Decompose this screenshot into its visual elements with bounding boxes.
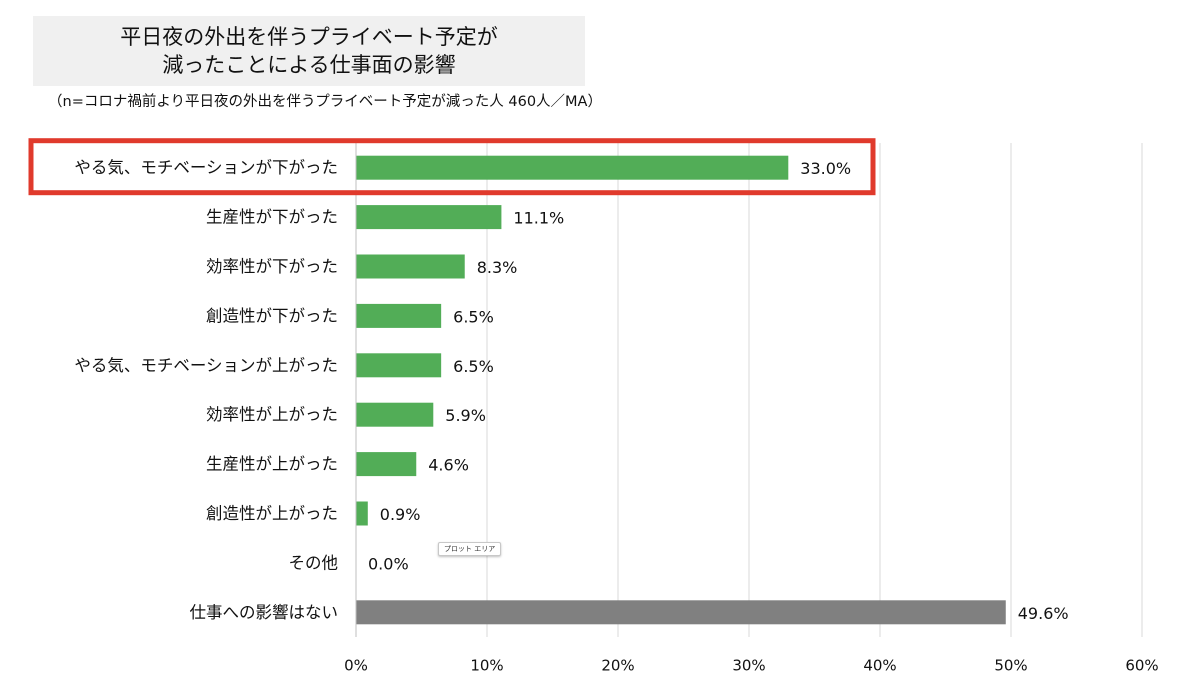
category-label-7: 創造性が上がった bbox=[206, 504, 338, 523]
bar-1[interactable] bbox=[356, 205, 502, 230]
category-label-4: やる気、モチベーションが上がった bbox=[74, 356, 338, 375]
value-label-3: 6.5% bbox=[453, 307, 494, 326]
chart-title-line-1: 平日夜の外出を伴うプライベート予定が bbox=[120, 25, 498, 49]
category-label-9: 仕事への影響はない bbox=[190, 603, 339, 622]
category-label-0: やる気、モチベーションが下がった bbox=[74, 158, 338, 177]
x-tick-label-1: 10% bbox=[470, 657, 503, 675]
chart-title-box: 平日夜の外出を伴うプライベート予定が 減ったことによる仕事面の影響 bbox=[33, 16, 585, 86]
category-label-2: 効率性が下がった bbox=[206, 257, 338, 276]
bar-0[interactable] bbox=[356, 155, 789, 180]
value-label-6: 4.6% bbox=[428, 456, 469, 475]
value-label-2: 8.3% bbox=[477, 258, 518, 277]
category-label-5: 効率性が上がった bbox=[206, 405, 338, 424]
value-label-8: 0.0% bbox=[368, 554, 409, 573]
chart-title-line-2: 減ったことによる仕事面の影響 bbox=[162, 53, 456, 77]
bar-5[interactable] bbox=[356, 402, 434, 427]
bar-9[interactable] bbox=[356, 600, 1006, 625]
value-label-0: 33.0% bbox=[800, 159, 851, 178]
x-tick-label-4: 40% bbox=[863, 657, 896, 675]
value-label-5: 5.9% bbox=[445, 406, 486, 425]
value-label-9: 49.6% bbox=[1018, 604, 1069, 623]
chart-subtitle: （n=コロナ禍前より平日夜の外出を伴うプライベート予定が減った人 460人／MA… bbox=[48, 94, 602, 110]
x-tick-label-5: 50% bbox=[994, 657, 1027, 675]
highlight-frame bbox=[28, 138, 876, 196]
x-tick-label-3: 30% bbox=[732, 657, 765, 675]
bar-7[interactable] bbox=[356, 501, 368, 526]
x-tick-label-2: 20% bbox=[601, 657, 634, 675]
value-label-7: 0.9% bbox=[380, 505, 421, 524]
bar-2[interactable] bbox=[356, 254, 465, 279]
category-label-1: 生産性が下がった bbox=[206, 208, 338, 227]
bar-6[interactable] bbox=[356, 452, 417, 477]
x-tick-label-6: 60% bbox=[1125, 657, 1158, 675]
category-label-3: 創造性が下がった bbox=[206, 306, 338, 325]
bar-3[interactable] bbox=[356, 303, 442, 328]
plot-area-tooltip: プロット エリア bbox=[438, 542, 502, 556]
x-tick-label-0: 0% bbox=[344, 657, 368, 675]
value-label-1: 11.1% bbox=[513, 209, 564, 228]
value-label-4: 6.5% bbox=[453, 357, 494, 376]
bar-4[interactable] bbox=[356, 353, 442, 378]
category-label-6: 生産性が上がった bbox=[206, 455, 338, 474]
category-label-8: その他 bbox=[289, 553, 339, 572]
